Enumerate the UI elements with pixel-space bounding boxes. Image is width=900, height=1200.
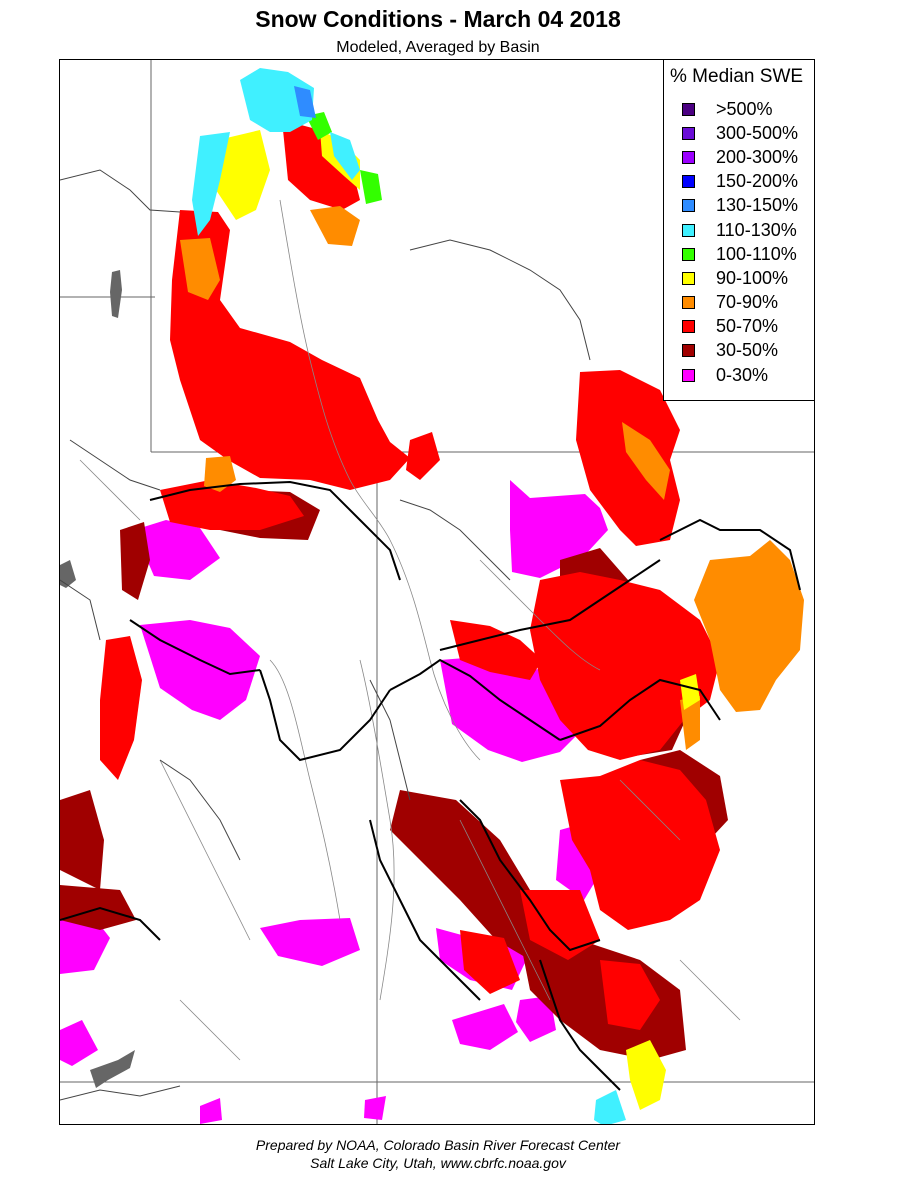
legend-label: 150-200%	[716, 171, 799, 192]
legend-item: >500%	[682, 97, 798, 121]
legend-item: 0-30%	[682, 363, 798, 387]
legend-label: 110-130%	[716, 219, 797, 240]
legend-swatch	[682, 320, 695, 334]
legend-item: 50-70%	[682, 315, 798, 339]
legend-label: 130-150%	[716, 195, 799, 216]
map-title: Snow Conditions - March 04 2018	[255, 6, 621, 32]
legend-item: 90-100%	[682, 266, 798, 290]
legend-label: 50-70%	[716, 316, 779, 337]
legend-swatch	[682, 271, 695, 285]
legend-label: 0-30%	[716, 364, 769, 385]
legend-item: 300-500%	[682, 121, 798, 145]
legend-item: 100-110%	[682, 242, 798, 266]
major-basin-boundaries	[60, 480, 801, 1091]
map-subtitle: Modeled, Averaged by Basin	[336, 39, 540, 56]
legend-title: % Median SWE	[670, 66, 804, 87]
rivers	[79, 199, 741, 1061]
legend-item: 110-130%	[682, 218, 798, 242]
legend-item: 130-150%	[682, 194, 798, 218]
snow-130-150	[294, 86, 316, 118]
legend-item: 30-50%	[682, 339, 798, 363]
legend-swatch	[682, 102, 695, 116]
legend-swatch	[682, 296, 695, 310]
legend-label: >500%	[716, 98, 773, 119]
snow-50-70	[100, 120, 720, 1030]
legend-swatch	[682, 199, 695, 213]
location-line: Salt Lake City, Utah, www.cbrfc.noaa.gov	[310, 1155, 566, 1171]
snow-70-90	[180, 206, 804, 750]
basin-map	[60, 60, 814, 1124]
legend-items: >500% 300-500% 200-300% 150-200% 130-150% 110…	[682, 97, 798, 387]
legend-label: 300-500%	[716, 122, 799, 143]
legend-label: 100-110%	[716, 243, 797, 264]
legend-item: 70-90%	[682, 291, 798, 315]
snow-110-130	[192, 68, 626, 1124]
legend-swatch	[682, 223, 695, 237]
legend-swatch	[682, 126, 695, 140]
legend-item: 200-300%	[682, 145, 798, 169]
credit-line: Prepared by NOAA, Colorado Basin River F…	[255, 1137, 621, 1153]
legend-item: 150-200%	[682, 170, 798, 194]
legend-label: 30-50%	[716, 340, 779, 361]
legend-label: 90-100%	[716, 267, 789, 288]
legend-swatch	[682, 175, 695, 189]
legend: % Median SWE >500% 300-500% 200-300% 150-20…	[663, 59, 815, 401]
legend-label: 70-90%	[716, 292, 779, 313]
legend-swatch	[682, 150, 695, 164]
snow-100-110	[306, 112, 382, 204]
basin-boundaries	[60, 169, 591, 1101]
legend-swatch	[682, 344, 695, 358]
legend-swatch	[682, 247, 695, 261]
legend-swatch	[682, 368, 695, 382]
legend-label: 200-300%	[716, 146, 799, 167]
